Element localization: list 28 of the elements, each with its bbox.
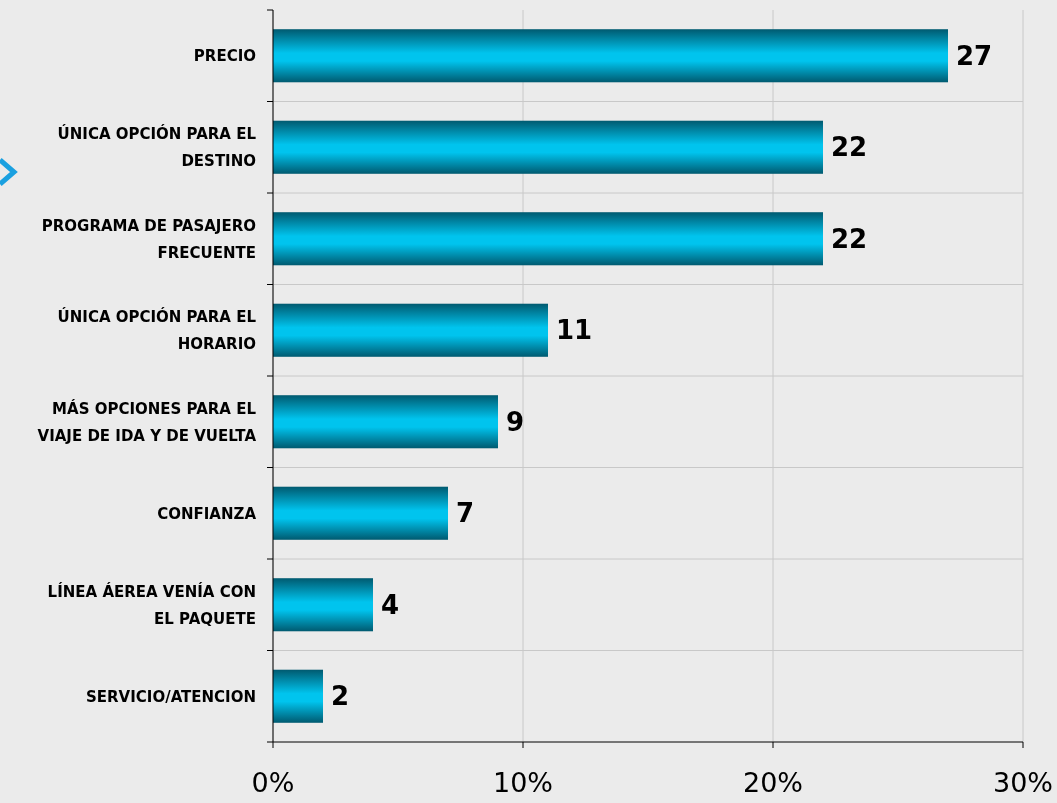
data-label: 22 <box>831 223 868 254</box>
data-label: 9 <box>506 406 525 437</box>
bar <box>273 29 948 83</box>
y-tick-label: PROGRAMA DE PASAJERO FRECUENTE <box>41 216 256 262</box>
bar <box>273 303 548 357</box>
y-tick-label: PRECIO <box>193 47 256 65</box>
bar <box>273 120 823 174</box>
data-label: 2 <box>331 681 350 712</box>
data-label: 22 <box>831 132 868 163</box>
bar <box>273 395 498 449</box>
data-label: 11 <box>556 315 593 346</box>
data-label: 4 <box>381 589 400 620</box>
data-label: 7 <box>456 498 475 529</box>
y-tick-label: ÚNICA OPCIÓN PARA EL DESTINO <box>57 124 257 170</box>
x-tick-label: 0% <box>251 767 295 798</box>
y-tick-label: LÍNEA ÁEREA VENÍA CON EL PAQUETE <box>47 581 256 628</box>
bar <box>273 212 823 266</box>
x-tick-label: 30% <box>992 767 1054 798</box>
x-tick-label: 20% <box>742 767 804 798</box>
bar <box>273 669 323 723</box>
y-tick-label: MÁS OPCIONES PARA EL VIAJE DE IDA Y DE VUELTA <box>37 398 257 445</box>
y-tick-label: CONFIANZA <box>157 504 257 523</box>
y-tick-label: SERVICIO/ATENCION <box>86 687 256 706</box>
x-tick-label: 10% <box>492 767 554 798</box>
y-tick-label: ÚNICA OPCIÓN PARA EL HORARIO <box>57 307 257 353</box>
bar <box>273 486 448 540</box>
data-label: 27 <box>956 40 993 71</box>
bar <box>273 578 373 632</box>
